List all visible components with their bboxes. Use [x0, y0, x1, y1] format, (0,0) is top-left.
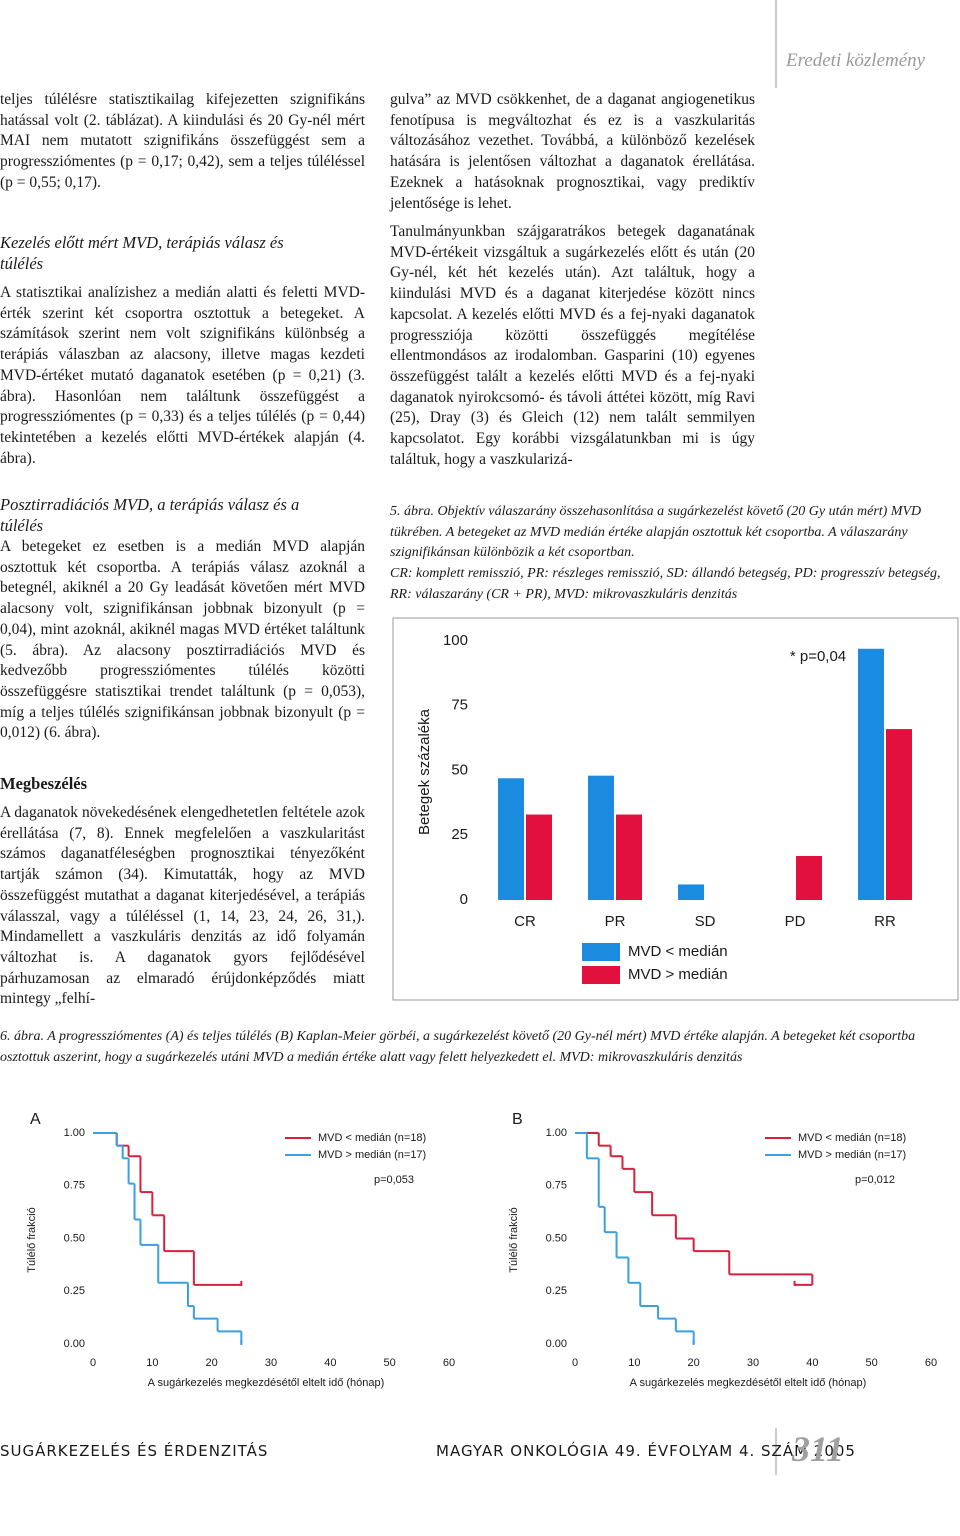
- x-tick-label: PD: [785, 913, 806, 930]
- legend-swatch: [582, 943, 620, 961]
- x-tick-label: CR: [514, 913, 536, 930]
- y-tick-label: 0.00: [546, 1338, 567, 1350]
- annotation: * p=0,04: [790, 648, 846, 665]
- footer-running-title: SUGÁRKEZELÉS ÉS ÉRDENZITÁS: [0, 1442, 269, 1460]
- x-tick-label: SD: [695, 913, 716, 930]
- paragraph: A betegeket ez esetben is a medián MVD a…: [0, 538, 365, 742]
- y-tick-label: 0.00: [64, 1338, 85, 1350]
- x-axis-label: A sugárkezelés megkezdésétől eltelt idő …: [148, 1377, 385, 1389]
- x-tick-label: 40: [806, 1357, 818, 1369]
- x-tick-label: 30: [747, 1357, 759, 1369]
- bar: [678, 884, 704, 900]
- x-tick-label: PR: [605, 913, 626, 930]
- x-tick-label: 0: [90, 1357, 96, 1369]
- legend-label: MVD > medián (n=17): [318, 1149, 426, 1161]
- x-tick-label: 20: [206, 1357, 218, 1369]
- paragraph: A statisztikai analízishez a medián alat…: [0, 284, 365, 467]
- y-tick-label: 0.75: [64, 1180, 85, 1192]
- y-tick-label: 0: [460, 891, 468, 908]
- x-tick-label: 50: [866, 1357, 878, 1369]
- footer-journal: MAGYAR ONKOLÓGIA 49. ÉVFOLYAM 4. SZÁM 20…: [436, 1442, 856, 1460]
- figure-caption: 5. ábra. Objektív válaszarány összehason…: [390, 504, 922, 560]
- y-tick-label: 1.00: [64, 1127, 85, 1139]
- page-number: 311: [792, 1429, 845, 1469]
- x-tick-label: 10: [146, 1357, 158, 1369]
- y-tick-label: 0.25: [64, 1285, 85, 1297]
- y-tick-label: 50: [451, 761, 468, 778]
- y-tick-label: 100: [443, 632, 468, 649]
- paragraph: Tanulmányunkban szájgaratrákos betegek d…: [390, 223, 755, 468]
- paragraph: A daganatok növekedésének elengedhetetle…: [0, 804, 365, 1008]
- y-tick-label: 0.50: [64, 1232, 85, 1244]
- subheading: Kezelés előtt mért MVD, terápiás válasz …: [0, 233, 284, 273]
- bar: [498, 778, 524, 900]
- y-axis-label: Túlélő frakció: [508, 1207, 520, 1272]
- y-tick-label: 0.75: [546, 1180, 567, 1192]
- bar: [526, 814, 552, 900]
- legend-swatch: [582, 966, 620, 984]
- paragraph: gulva” az MVD csökkenhet, de a daganat a…: [390, 91, 755, 212]
- legend-label: MVD < medián (n=18): [798, 1132, 906, 1144]
- subheading: Posztirradiációs MVD, a terápiás válasz …: [0, 495, 300, 535]
- bar: [886, 729, 912, 900]
- x-tick-label: 30: [265, 1357, 277, 1369]
- bar: [588, 775, 614, 900]
- x-tick-label: 60: [443, 1357, 455, 1369]
- figure-caption: 6. ábra. A progressziómentes (A) és telj…: [0, 1029, 916, 1065]
- figure-frame: [392, 617, 959, 1001]
- bar: [858, 648, 884, 900]
- legend-label: MVD > medián: [628, 966, 728, 983]
- heading: Megbeszélés: [0, 774, 88, 793]
- panel-label: B: [512, 1111, 523, 1128]
- y-tick-label: 0.50: [546, 1232, 567, 1244]
- y-axis-label: Betegek százaléka: [416, 708, 433, 835]
- paragraph: teljes túlélésre statisztikailag kifejez…: [0, 91, 365, 191]
- legend-label: MVD < medián (n=18): [318, 1132, 426, 1144]
- x-tick-label: 40: [324, 1357, 336, 1369]
- y-tick-label: 25: [451, 826, 468, 843]
- y-axis-label: Túlélő frakció: [26, 1207, 38, 1272]
- y-tick-label: 0.25: [546, 1285, 567, 1297]
- legend-label: MVD > medián (n=17): [798, 1149, 906, 1161]
- figure-caption: CR: komplett remisszió, PR: részleges re…: [390, 566, 941, 602]
- x-tick-label: RR: [874, 913, 896, 930]
- x-axis-label: A sugárkezelés megkezdésétől eltelt idő …: [630, 1377, 867, 1389]
- panel-label: A: [30, 1111, 41, 1128]
- x-tick-label: 0: [572, 1357, 578, 1369]
- section-label: Eredeti közlemény: [786, 50, 926, 71]
- x-tick-label: 10: [628, 1357, 640, 1369]
- annotation: p=0,012: [855, 1174, 895, 1186]
- legend-label: MVD < medián: [628, 943, 728, 960]
- x-tick-label: 20: [688, 1357, 700, 1369]
- bar: [796, 855, 822, 900]
- bar: [616, 814, 642, 900]
- annotation: p=0,053: [374, 1174, 414, 1186]
- y-tick-label: 1.00: [546, 1127, 567, 1139]
- y-tick-label: 75: [451, 697, 468, 714]
- x-tick-label: 60: [925, 1357, 937, 1369]
- x-tick-label: 50: [384, 1357, 396, 1369]
